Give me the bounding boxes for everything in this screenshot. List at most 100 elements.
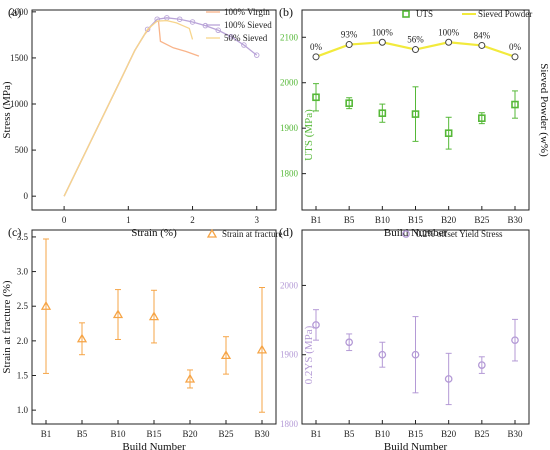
x-tick-label: B15: [146, 429, 162, 439]
data-label: 0%: [509, 42, 522, 52]
data-point: [256, 344, 268, 354]
y-tick-label: 2.5: [17, 301, 29, 311]
x-tick-label: B25: [218, 429, 234, 439]
x-tick-label: B20: [441, 429, 457, 439]
data-point: [215, 27, 221, 34]
series-line: [63, 19, 194, 197]
legend-swatch: [206, 228, 218, 238]
data-point: [228, 33, 234, 40]
data-point: [378, 38, 386, 46]
x-tick-label: B25: [474, 429, 490, 439]
legend-label: Sieved Powder: [478, 9, 532, 19]
data-point: [444, 129, 453, 137]
data-point: [312, 93, 320, 102]
x-tick-label: B1: [311, 215, 322, 225]
y-tick-label: 3.0: [17, 267, 29, 277]
data-point: [511, 336, 519, 345]
y-tick-label: 1900: [280, 123, 299, 133]
data-label: 93%: [341, 30, 358, 40]
data-label: 100%: [438, 27, 460, 37]
panel-label: (d): [279, 225, 293, 239]
y-tick-label: 0: [24, 191, 29, 201]
legend-swatch: [402, 10, 410, 18]
x-tick-label: B20: [441, 215, 457, 225]
y-tick-label: 2000: [280, 78, 299, 88]
series-line: [63, 17, 258, 197]
x-tick-label: 0: [62, 215, 67, 225]
x-tick-label: B15: [408, 215, 424, 225]
data-point: [477, 361, 486, 369]
data-point: [511, 100, 519, 109]
legend-swatch: [402, 230, 410, 238]
data-point: [478, 41, 486, 49]
data-point: [478, 114, 486, 122]
x-tick-label: B5: [77, 429, 88, 439]
data-point: [511, 53, 519, 61]
data-point: [202, 22, 209, 29]
x-tick-label: B30: [254, 429, 270, 439]
data-point: [148, 311, 160, 321]
series-line: [63, 20, 200, 197]
data-point: [220, 350, 232, 360]
y-tick-label: 1900: [280, 350, 299, 360]
data-point: [445, 38, 453, 46]
y-tick-label: 500: [15, 145, 29, 155]
data-label: 0%: [310, 42, 323, 52]
x-tick-label: B25: [474, 215, 490, 225]
data-point: [345, 338, 354, 347]
legend-label: 100% Virgin: [224, 7, 270, 17]
data-label: 84%: [474, 30, 491, 40]
y-tick-label: 1800: [280, 169, 299, 179]
data-point: [189, 19, 196, 25]
data-point: [312, 53, 320, 61]
data-point: [412, 46, 419, 54]
data-point: [378, 350, 387, 359]
legend-label: 0.2% offset Yield Stress: [416, 229, 503, 239]
x-axis-label: Build Number: [384, 441, 448, 450]
y-tick-label: 1800: [280, 419, 299, 429]
x-tick-label: B5: [344, 215, 355, 225]
data-point: [40, 300, 52, 310]
x-tick-label: B5: [344, 429, 355, 439]
data-point: [112, 309, 124, 319]
y-axis-label: 0.2YS (MPa): [303, 325, 315, 384]
y-tick-label: 1000: [10, 99, 29, 109]
y2-axis-label: Sieved Powder (w%): [538, 63, 550, 157]
data-label: 56%: [407, 35, 424, 45]
figure-layer: (a) 0 1 2 3 Strain (%) 0 500 1000 1500 2000 Stress …: [1, 5, 550, 450]
legend-label: 100% Sieved: [224, 20, 272, 30]
plot-frame: [31, 9, 277, 211]
x-tick-label: 1: [126, 215, 131, 225]
data-point: [144, 26, 151, 33]
x-tick-label: B15: [408, 429, 424, 439]
data-label: 100%: [372, 27, 394, 37]
y-tick-label: 1.0: [17, 405, 29, 415]
y-tick-label: 1.5: [17, 371, 29, 381]
panel-1: (a) 0 1 2 3 Strain (%) 0 500 1000 1500 2000 Stress …: [1, 5, 277, 239]
legend-label: UTS: [416, 9, 433, 19]
y-tick-label: 2000: [10, 7, 29, 17]
legend-label: 50% Sieved: [224, 33, 268, 43]
y-tick-label: 2.0: [17, 336, 29, 346]
y-tick-label: 2000: [280, 280, 299, 290]
x-axis-label: Strain (%): [131, 227, 177, 239]
data-point: [76, 333, 88, 343]
legend-label: Strain at fracture: [222, 229, 282, 239]
panel-label: (b): [279, 5, 293, 19]
panel-label: (a): [8, 5, 21, 19]
data-point: [241, 42, 247, 48]
data-point: [444, 375, 453, 383]
x-tick-label: B20: [182, 429, 198, 439]
data-point: [312, 321, 320, 329]
x-tick-label: B30: [507, 429, 523, 439]
panel-4: (d) B1 B5 B10 B15 B20 B25 B30 Build Number 1800 19…: [279, 225, 530, 450]
x-tick-label: B1: [311, 429, 322, 439]
y-tick-label: 1500: [10, 53, 29, 63]
y-tick-label: 2100: [280, 32, 299, 42]
x-tick-label: B10: [375, 429, 391, 439]
x-tick-label: B1: [41, 429, 52, 439]
data-point: [411, 110, 420, 118]
data-point: [411, 350, 420, 359]
